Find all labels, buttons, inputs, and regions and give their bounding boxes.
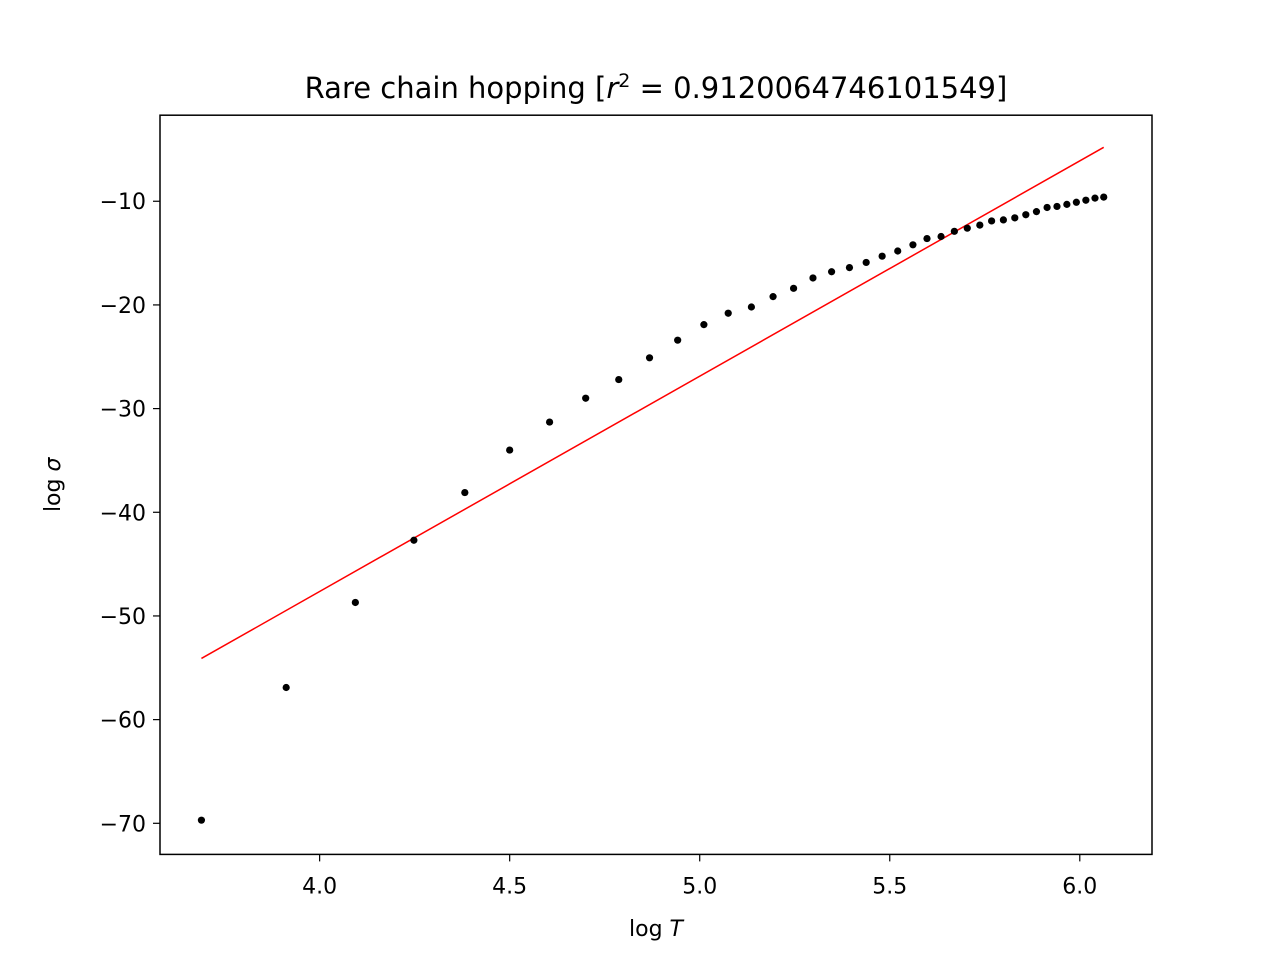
data-point [747,303,755,311]
data-point [1063,200,1071,208]
data-point [809,274,817,282]
data-point [976,221,984,229]
data-point [845,264,854,272]
data-point [545,418,554,426]
x-tick-label: 4.5 [492,874,527,899]
data-point [1011,214,1019,222]
y-tick-label: −10 [100,190,146,215]
y-tick-label: −20 [100,294,146,319]
data-point [789,284,798,292]
data-points-layer [197,193,1108,824]
data-point [1072,198,1080,206]
data-point [1100,193,1108,201]
axes-frame [159,114,1153,856]
data-point [645,354,654,362]
data-point [197,816,206,824]
data-point [1043,203,1051,212]
data-point [282,683,290,692]
x-tick-label: 6.0 [1062,874,1097,899]
data-point [700,321,708,329]
x-tick-label: 5.5 [872,874,907,899]
data-point [1053,202,1061,211]
data-point [1082,196,1090,204]
data-point [909,241,917,249]
data-point [1032,208,1041,216]
data-point [988,217,996,225]
data-point [724,309,732,317]
data-point [878,252,886,260]
data-point [950,227,958,235]
y-tick-label: −30 [100,398,146,423]
data-point [615,375,623,384]
data-point [769,293,777,301]
data-point [862,258,870,267]
data-point [351,598,359,607]
data-point [674,336,682,344]
data-point [461,488,469,497]
data-point [410,536,418,544]
data-point [1091,194,1099,202]
data-point [999,216,1007,224]
y-axis-label: log σ [41,457,66,513]
data-point [1022,211,1030,219]
data-point [506,446,514,454]
data-point [937,232,945,241]
data-point [827,268,836,276]
x-axis-label: log T [629,917,685,942]
y-tick-label: −50 [100,605,146,630]
plot-area [197,146,1108,824]
data-point [894,247,902,255]
data-point [963,224,971,232]
chart-title: Rare chain hopping [r2 = 0.9120064746101… [305,70,1008,105]
y-tick-label: −60 [100,709,146,734]
x-tick-label: 5.0 [682,874,717,899]
x-axis-ticks: 4.0 4.5 5.0 5.5 6.0 [302,854,1097,899]
y-tick-label: −70 [100,812,146,837]
data-point [923,234,931,243]
data-point [582,394,590,402]
y-tick-label: −40 [100,501,146,526]
y-axis-ticks: −10 −20 −30 −40 −50 −60 −70 [100,190,160,837]
x-tick-label: 4.0 [302,874,337,899]
